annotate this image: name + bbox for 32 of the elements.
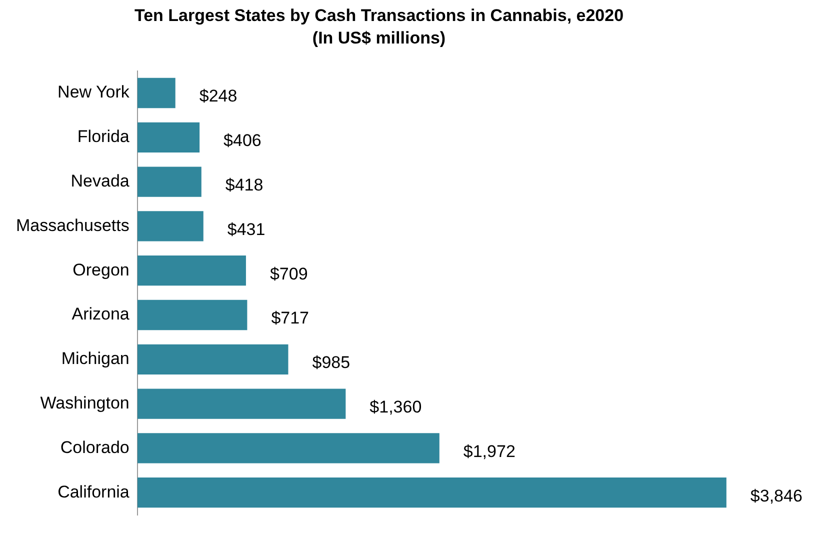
chart-title: Ten Largest States by Cash Transactions in Cannabis, e2020: [134, 6, 624, 25]
bar: [137, 300, 248, 330]
bar: [137, 166, 202, 197]
bar: [137, 256, 246, 286]
bar: [137, 78, 176, 108]
y-tick-label: Colorado: [60, 438, 130, 457]
y-tick-label: Arizona: [72, 304, 130, 324]
bar: [137, 478, 726, 508]
data-label: $1,972: [463, 442, 516, 461]
y-tick-label: Michigan: [61, 349, 130, 368]
y-tick-label: California: [58, 482, 130, 502]
bar: [137, 433, 440, 464]
chart-subtitle: (In US$ millions): [312, 28, 446, 48]
bar: [137, 388, 346, 419]
data-label: $248: [199, 86, 238, 106]
bar: [137, 122, 200, 152]
y-tick-label: Massachusetts: [16, 216, 130, 235]
y-tick-label: Oregon: [72, 260, 130, 280]
data-label: $3,846: [750, 486, 802, 506]
data-label: $985: [312, 353, 350, 372]
data-label: $709: [270, 264, 308, 284]
data-label: $1,360: [370, 397, 422, 416]
bar: [137, 211, 204, 242]
bar: [137, 344, 288, 374]
data-label: $406: [224, 131, 262, 150]
y-tick-label: New York: [58, 82, 130, 102]
data-label: $717: [271, 308, 310, 328]
data-label: $418: [225, 175, 264, 194]
data-label: $431: [227, 220, 266, 239]
y-tick-label: Nevada: [70, 171, 130, 190]
y-tick-label: Washington: [40, 393, 130, 412]
y-tick-label: Florida: [77, 127, 130, 146]
